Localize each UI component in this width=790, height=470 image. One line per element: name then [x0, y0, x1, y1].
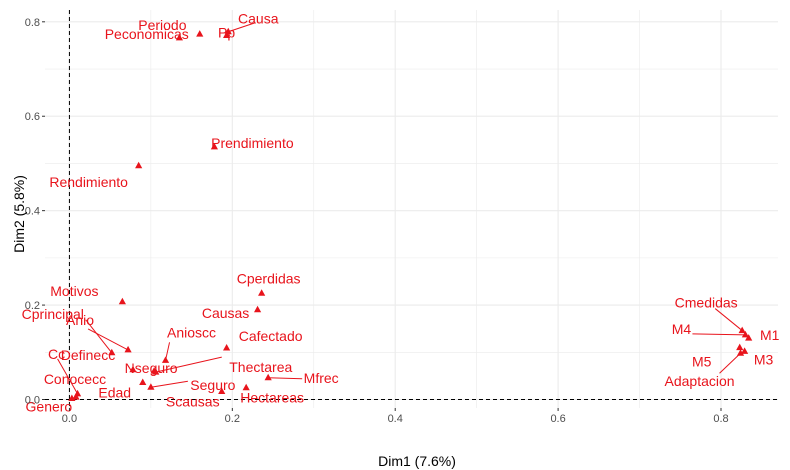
point-label: Thectarea — [229, 359, 292, 375]
point-label: M4 — [672, 321, 692, 337]
point-label: Cafectado — [239, 328, 303, 344]
leader-line — [268, 377, 303, 380]
point-label: Anioscc — [167, 324, 216, 340]
point-label: Seguro — [190, 377, 235, 393]
point-marker — [223, 31, 231, 38]
point-marker — [741, 330, 750, 338]
point-labels: Periodo Causa Peconomicas Pp Prendimiento Ren… — [22, 11, 780, 415]
point-marker — [72, 393, 80, 400]
point-marker — [223, 344, 231, 351]
point-marker — [161, 356, 170, 363]
y-tick-label: 0.0 — [25, 395, 40, 407]
point-label: Causa — [238, 11, 279, 27]
leader-line — [719, 352, 741, 374]
point-marker — [741, 347, 749, 354]
x-tick-label: 0.8 — [713, 413, 728, 425]
y-tick-label: 0.4 — [25, 206, 40, 218]
point-label: Cperdidas — [237, 270, 301, 286]
point-label: M3 — [754, 351, 774, 367]
y-tick-label: 0.2 — [25, 300, 40, 312]
leader-line — [85, 319, 113, 354]
point-label: Peconomicas — [105, 26, 189, 42]
point-marker — [745, 334, 753, 341]
leader-line — [155, 356, 222, 373]
leader-line — [57, 358, 79, 395]
point-marker — [196, 30, 204, 37]
point-label: Pp — [218, 24, 235, 40]
point-label: Cc — [48, 346, 65, 362]
point-label: Cprincipal — [22, 306, 84, 322]
reference-lines — [45, 10, 778, 408]
point-marker — [218, 387, 226, 394]
point-marker — [738, 326, 746, 334]
point-marker — [242, 383, 250, 391]
point-label: Conocecc — [44, 371, 106, 387]
point-label: Anio — [66, 312, 94, 328]
x-tick-label: 0.6 — [550, 413, 565, 425]
point-marker — [135, 161, 143, 169]
point-marker — [210, 142, 219, 150]
point-marker — [736, 343, 744, 351]
point-label: Motivos — [50, 283, 98, 299]
point-marker — [258, 289, 266, 296]
point-marker — [253, 305, 262, 313]
point-label: Nseguro — [125, 360, 178, 376]
x-tick-label: 0.4 — [388, 413, 403, 425]
x-axis-title: Dim1 (7.6%) — [378, 453, 456, 469]
point-label: M5 — [692, 354, 712, 370]
x-tick-label: 0.0 — [62, 413, 77, 425]
point-marker — [68, 394, 76, 402]
point-label: Definecc — [61, 347, 115, 363]
point-label: M1 — [760, 327, 780, 343]
point-marker — [118, 297, 126, 305]
leader-line — [692, 333, 746, 336]
axes: 0.0 0.2 0.4 0.6 0.8 0.0 0.2 0.4 0.6 0.8 — [25, 17, 729, 425]
leader-line — [228, 22, 256, 33]
point-label: Prendimiento — [211, 135, 294, 151]
y-tick-label: 0.6 — [25, 111, 40, 123]
point-label: Hectareas — [240, 390, 304, 406]
point-label: Scausas — [166, 393, 220, 409]
point-marker — [152, 368, 160, 375]
point-marker — [175, 33, 183, 41]
point-marker — [264, 373, 272, 381]
point-label: Causas — [202, 305, 249, 321]
point-label: Mfrec — [304, 370, 339, 386]
point-marker — [736, 349, 745, 356]
point-label: Adaptacion — [665, 373, 735, 389]
leader-line — [165, 342, 171, 361]
point-marker — [124, 345, 132, 353]
point-label: Periodo — [138, 17, 186, 33]
leader-line — [714, 308, 743, 331]
point-marker — [108, 348, 116, 356]
point-marker — [129, 365, 137, 373]
x-tick-label: 0.2 — [225, 413, 240, 425]
point-label: Edad — [98, 385, 131, 401]
leader-line — [150, 380, 188, 388]
data-points — [68, 27, 753, 402]
y-axis-title: Dim2 (5.8%) — [11, 175, 27, 253]
y-tick-label: 0.8 — [25, 17, 40, 29]
point-marker — [147, 383, 155, 390]
point-marker — [139, 378, 147, 386]
leader-line — [87, 328, 129, 351]
label-leader-lines — [57, 22, 746, 395]
point-label: Rendimiento — [49, 174, 128, 190]
point-label: Genero — [26, 399, 73, 415]
point-label: Cmedidas — [675, 295, 738, 311]
